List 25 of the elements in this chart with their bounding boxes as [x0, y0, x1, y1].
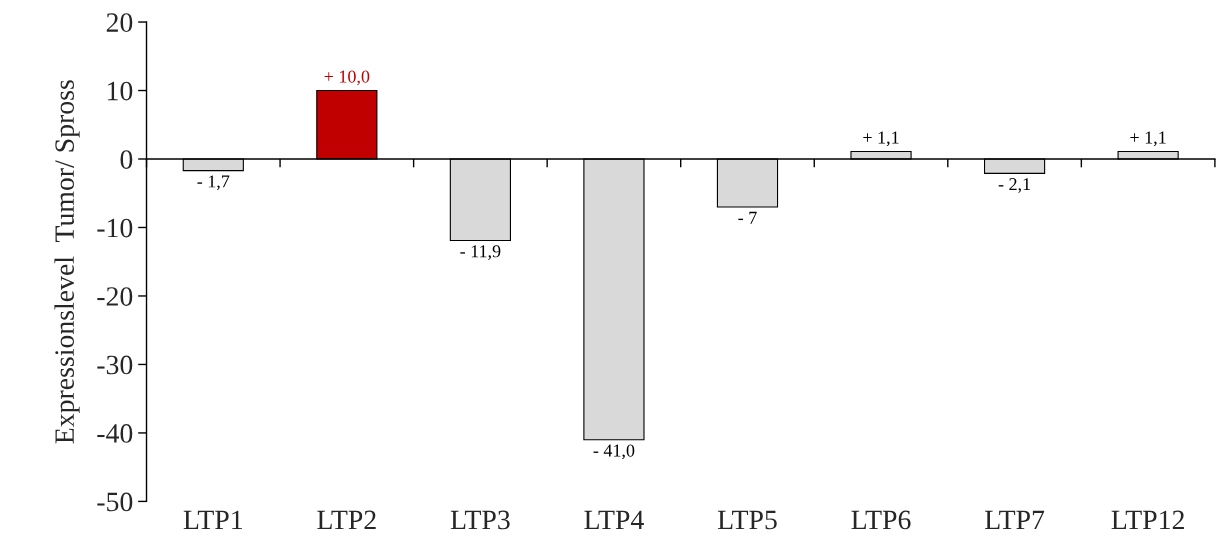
data-label: - 1,7: [197, 175, 230, 191]
y-tick-label: -50: [97, 492, 133, 512]
y-axis-title: Expressionslevel Tumor/ Spross: [54, 80, 80, 444]
x-tick-label: LTP6: [851, 510, 911, 530]
y-tick-label: -20: [97, 287, 133, 306]
y-tick-label: 10: [107, 81, 133, 101]
x-tick-label: LTP1: [183, 510, 242, 530]
data-label: + 1,1: [863, 131, 899, 147]
x-tick-label: LTP4: [584, 510, 644, 530]
data-label: - 11,9: [460, 245, 501, 260]
y-tick-label: 20: [106, 13, 133, 32]
y-tick-label: -10: [97, 218, 133, 238]
data-label: - 2,1: [998, 178, 1031, 193]
data-label: + 1,1: [1130, 131, 1166, 147]
y-tick-label: -40: [97, 424, 133, 443]
y-tick-label: -30: [97, 355, 133, 375]
x-tick-label: LTP12: [1111, 510, 1184, 530]
x-tick-label: LTP5: [717, 510, 777, 530]
x-tick-label: LTP2: [317, 510, 376, 530]
data-label: - 41,0: [593, 444, 635, 460]
y-tick-label: 0: [120, 150, 133, 169]
data-label: - 7: [738, 211, 757, 224]
data-label: + 10,0: [324, 70, 370, 86]
x-tick-label: LTP3: [450, 510, 510, 530]
x-tick-label: LTP7: [985, 510, 1045, 530]
